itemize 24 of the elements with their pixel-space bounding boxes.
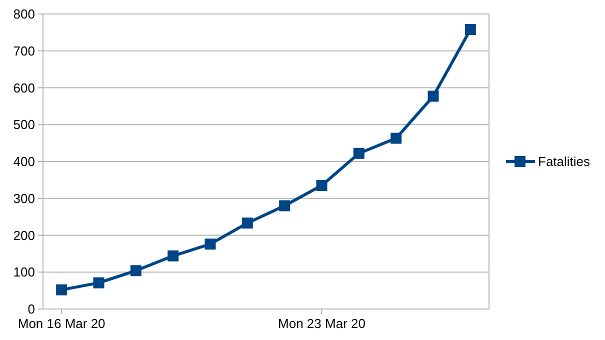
y-tick-label: 400 — [13, 154, 35, 170]
point — [428, 90, 439, 102]
point — [464, 24, 476, 35]
y-tick-label: 800 — [13, 6, 35, 22]
y-tick-label: 500 — [13, 117, 35, 132]
y-tick-label: 600 — [13, 80, 35, 96]
point — [279, 200, 290, 212]
y-tick-label: 0 — [28, 302, 35, 317]
x-tick-label: Mon 16 Mar 20 — [18, 316, 106, 331]
point — [168, 250, 179, 262]
point — [353, 148, 364, 159]
point — [93, 277, 104, 288]
y-tick-label: 100 — [13, 264, 35, 280]
point — [316, 180, 328, 191]
point — [204, 238, 216, 250]
y-tick-label: 700 — [13, 43, 35, 58]
x-tick-label: Mon 23 Mar 20 — [278, 316, 366, 331]
y-tick-label: 200 — [13, 228, 35, 243]
point — [56, 284, 68, 296]
y-tick-label: 300 — [13, 190, 35, 206]
point — [390, 132, 402, 144]
point — [242, 218, 253, 229]
point — [130, 265, 142, 276]
legend-label: Fatalities — [538, 154, 591, 170]
